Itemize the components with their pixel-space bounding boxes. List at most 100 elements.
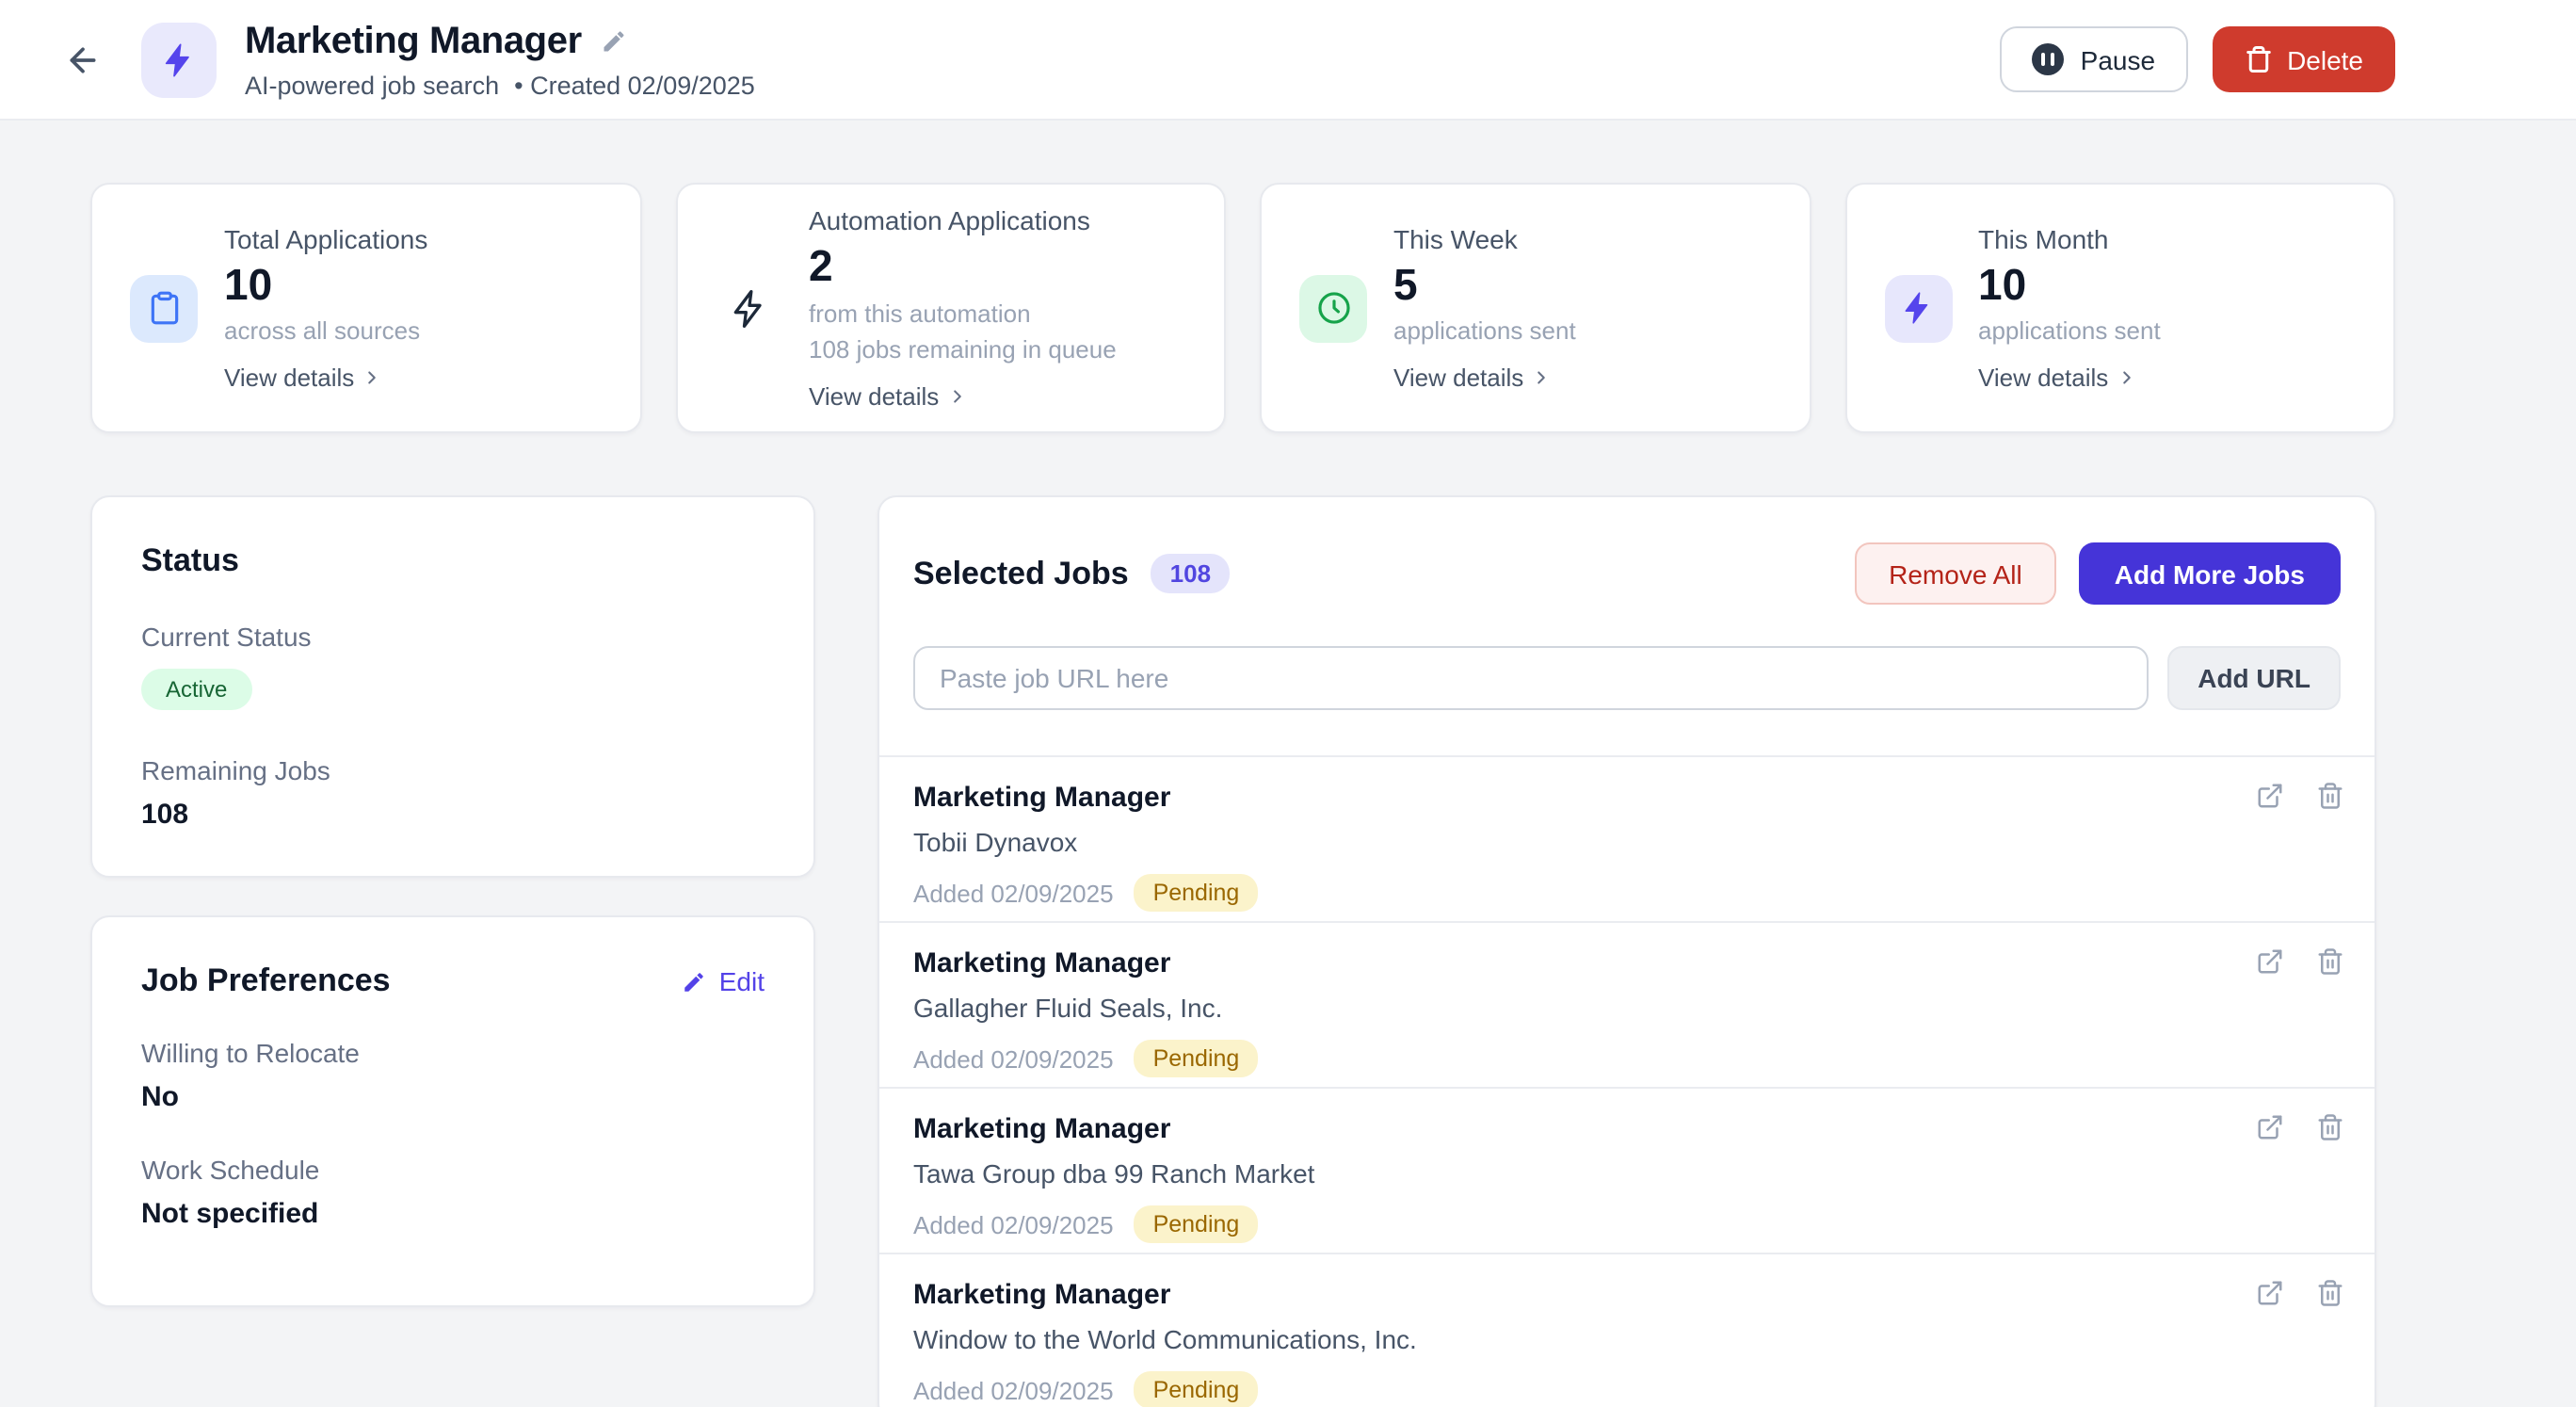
stat-sub: from this automation xyxy=(809,299,1031,328)
delete-label: Delete xyxy=(2287,44,2363,74)
job-added-date: Added 02/09/2025 xyxy=(913,1044,1114,1073)
page-subtitle: AI-powered job search xyxy=(245,71,500,99)
pause-icon xyxy=(2031,43,2064,75)
selected-jobs-header: Selected Jobs 108 Remove All Add More Jo… xyxy=(879,497,2375,605)
stat-label: Total Applications xyxy=(224,224,428,255)
left-column: Status Current Status Active Remaining J… xyxy=(90,495,815,1307)
job-list: Marketing Manager Tobii Dynavox Added 02… xyxy=(879,755,2375,1407)
external-link-icon xyxy=(2256,1279,2284,1307)
job-company: Tawa Group dba 99 Ranch Market xyxy=(913,1158,1315,1189)
stat-card-this-week: This Week 5 applications sent View detai… xyxy=(1260,183,1811,433)
stat-sub: applications sent xyxy=(1393,316,1576,346)
job-title: Marketing Manager xyxy=(913,782,1171,814)
pause-button[interactable]: Pause xyxy=(1999,26,2188,92)
add-url-button[interactable]: Add URL xyxy=(2167,646,2341,710)
selected-jobs-count-badge: 108 xyxy=(1151,554,1231,593)
edit-pencil-icon xyxy=(601,28,627,55)
view-details-label: View details xyxy=(1393,363,1524,392)
view-details-link[interactable]: View details xyxy=(224,364,427,392)
stat-sub-queue: 108 jobs remaining in queue xyxy=(809,335,1117,364)
header-actions: Pause Delete xyxy=(1999,26,2395,92)
edit-pencil-icon xyxy=(682,969,706,994)
external-link-icon xyxy=(2256,1113,2284,1141)
job-title: Marketing Manager xyxy=(913,947,1171,979)
stat-sub: applications sent xyxy=(1978,316,2161,346)
stat-label: This Week xyxy=(1393,224,1518,255)
selected-jobs-card: Selected Jobs 108 Remove All Add More Jo… xyxy=(877,495,2376,1407)
job-added-date: Added 02/09/2025 xyxy=(913,1376,1114,1404)
automation-icon-tile xyxy=(141,22,217,97)
delete-job-button[interactable] xyxy=(2316,1113,2344,1141)
trash-icon xyxy=(2316,782,2344,810)
remove-all-button[interactable]: Remove All xyxy=(1855,542,2056,605)
delete-job-button[interactable] xyxy=(2316,1279,2344,1307)
job-preferences-title: Job Preferences xyxy=(141,962,391,998)
open-job-button[interactable] xyxy=(2256,782,2284,810)
current-status-label: Current Status xyxy=(141,622,312,652)
selected-jobs-title: Selected Jobs xyxy=(913,555,1129,590)
trash-icon xyxy=(2244,45,2272,73)
edit-label: Edit xyxy=(718,966,765,996)
stat-value: 10 xyxy=(1978,260,2027,310)
view-details-link[interactable]: View details xyxy=(1978,364,2161,392)
external-link-icon xyxy=(2256,782,2284,810)
pending-badge: Pending xyxy=(1134,1040,1259,1077)
job-added-date: Added 02/09/2025 xyxy=(913,1210,1114,1238)
chevron-right-icon xyxy=(362,367,382,388)
stat-value: 5 xyxy=(1393,260,1418,310)
stat-label: Automation Applications xyxy=(809,205,1090,236)
right-column: Selected Jobs 108 Remove All Add More Jo… xyxy=(877,495,2376,1407)
job-title: Marketing Manager xyxy=(913,1279,1171,1311)
job-title: Marketing Manager xyxy=(913,1113,1171,1145)
remaining-jobs-value: 108 xyxy=(141,799,189,831)
stat-card-automation-applications: Automation Applications 2 from this auto… xyxy=(675,183,1226,433)
job-company: Gallagher Fluid Seals, Inc. xyxy=(913,993,1223,1023)
stat-value: 2 xyxy=(809,241,833,291)
open-job-button[interactable] xyxy=(2256,947,2284,976)
job-row: Marketing Manager Window to the World Co… xyxy=(879,1254,2375,1407)
lightning-outline-icon xyxy=(715,274,782,342)
back-button[interactable] xyxy=(64,40,102,78)
job-company: Tobii Dynavox xyxy=(913,827,1078,857)
status-badge: Active xyxy=(141,669,252,710)
chevron-right-icon xyxy=(2116,367,2136,388)
open-job-button[interactable] xyxy=(2256,1279,2284,1307)
view-details-label: View details xyxy=(809,381,940,411)
relocate-label: Willing to Relocate xyxy=(141,1038,360,1068)
view-details-label: View details xyxy=(224,363,355,392)
trash-icon xyxy=(2316,947,2344,976)
job-url-input[interactable] xyxy=(913,646,2149,710)
view-details-link[interactable]: View details xyxy=(1393,364,1576,392)
delete-job-button[interactable] xyxy=(2316,947,2344,976)
pending-badge: Pending xyxy=(1134,1371,1259,1407)
job-preferences-card: Job Preferences Edit Willing to Relocate… xyxy=(90,915,815,1307)
view-details-link[interactable]: View details xyxy=(809,381,1117,410)
relocate-value: No xyxy=(141,1081,179,1113)
page-title: Marketing Manager xyxy=(245,20,582,61)
chevron-right-icon xyxy=(1531,367,1552,388)
page-header: Marketing Manager AI-powered job search … xyxy=(0,0,2576,121)
add-url-row: Add URL xyxy=(879,646,2375,710)
job-company: Window to the World Communications, Inc. xyxy=(913,1324,1417,1354)
status-title: Status xyxy=(141,542,239,578)
edit-title-button[interactable] xyxy=(601,28,627,55)
job-added-date: Added 02/09/2025 xyxy=(913,879,1114,907)
remaining-jobs-label: Remaining Jobs xyxy=(141,755,330,785)
chevron-right-icon xyxy=(946,385,967,406)
lightning-icon xyxy=(1884,274,1952,342)
delete-button[interactable]: Delete xyxy=(2212,26,2395,92)
add-more-jobs-button[interactable]: Add More Jobs xyxy=(2078,542,2341,605)
schedule-label: Work Schedule xyxy=(141,1155,320,1185)
stat-card-this-month: This Month 10 applications sent View det… xyxy=(1844,183,2395,433)
job-row: Marketing Manager Gallagher Fluid Seals,… xyxy=(879,923,2375,1089)
external-link-icon xyxy=(2256,947,2284,976)
pending-badge: Pending xyxy=(1134,1205,1259,1243)
schedule-value: Not specified xyxy=(141,1198,319,1230)
delete-job-button[interactable] xyxy=(2316,782,2344,810)
open-job-button[interactable] xyxy=(2256,1113,2284,1141)
pause-label: Pause xyxy=(2080,44,2156,74)
title-block: Marketing Manager AI-powered job search … xyxy=(245,20,755,99)
page-content: Total Applications 10 across all sources… xyxy=(90,183,2395,1407)
edit-preferences-button[interactable]: Edit xyxy=(682,966,765,996)
